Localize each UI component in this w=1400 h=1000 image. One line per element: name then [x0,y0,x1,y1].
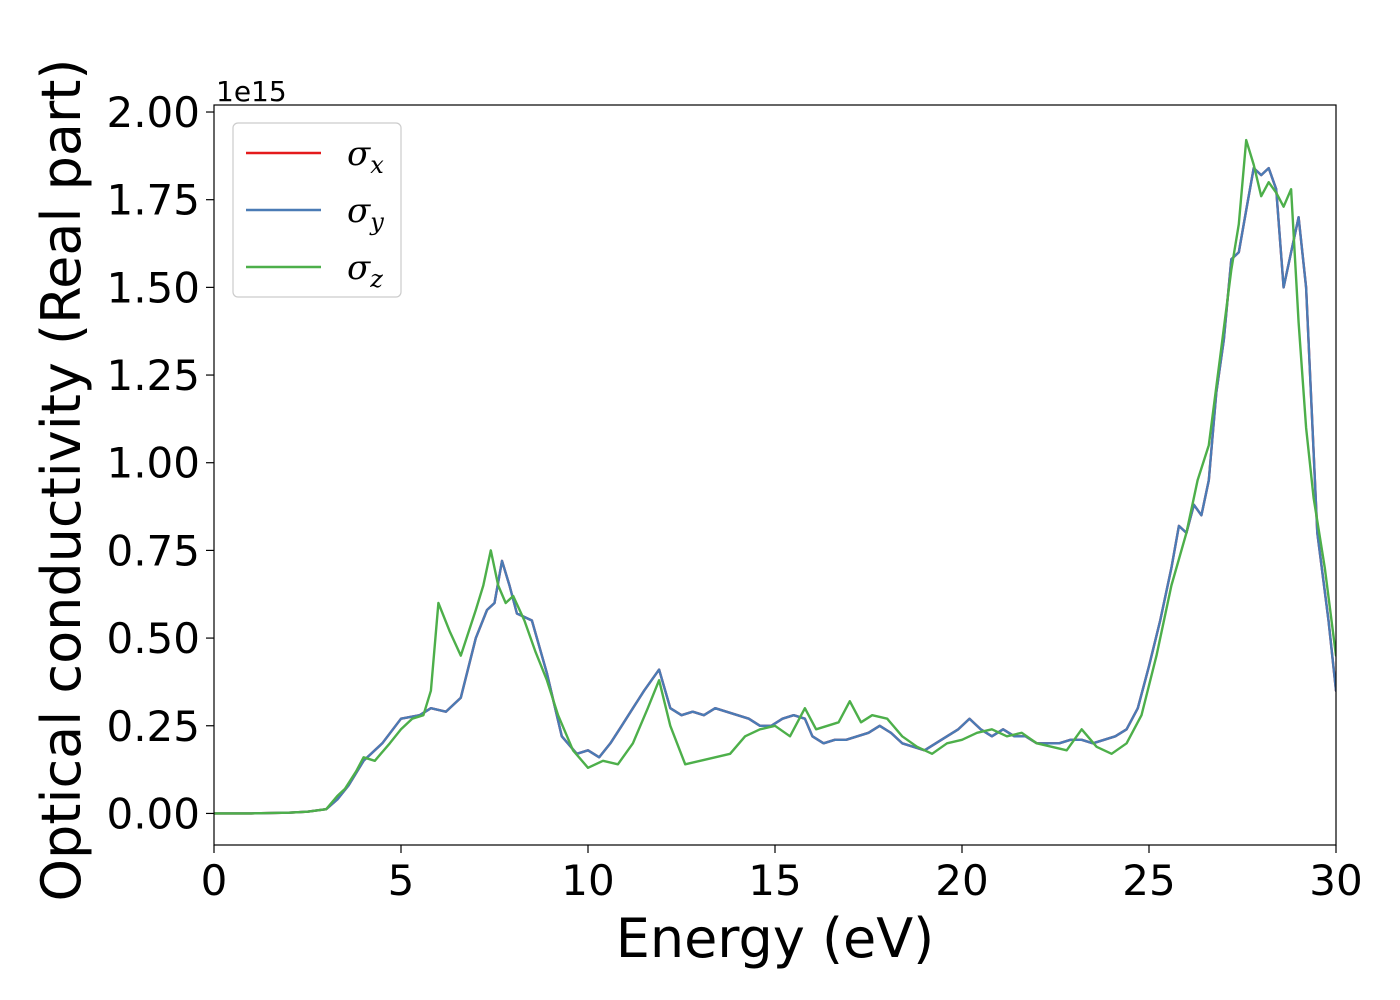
x-tick-label: 10 [561,856,614,905]
y-tick-label: 0.00 [106,789,200,838]
legend: σx σy σz [232,122,402,298]
y-tick-label: 2.00 [106,88,200,137]
x-tick-label: 15 [748,856,801,905]
x-tick-label: 20 [935,856,988,905]
legend-label-z: σz [347,248,383,293]
x-tick-label: 30 [1309,856,1362,905]
series-line-y [214,166,1336,815]
y-tick-label: 0.75 [106,526,200,575]
y-tick-label: 1.00 [106,439,200,488]
series-line-z [214,138,1336,815]
y-offset-label: 1e15 [216,75,287,108]
axes-layer: 0 5 10 15 20 25 30 0.00 0.25 0.50 0.75 1.00 1.25 1.50… [106,88,1362,905]
y-axis-label: Optical conductivity (Real part) [30,59,93,902]
legend-label-x: σx [347,134,384,179]
y-tick-label: 1.50 [106,263,200,312]
x-tick-label: 0 [201,856,228,905]
x-axis-label: Energy (eV) [616,907,935,970]
y-tick-label: 1.25 [106,351,200,400]
x-tick-label: 25 [1122,856,1175,905]
y-tick-label: 0.50 [106,614,200,663]
x-tick-label: 5 [388,856,415,905]
y-tick-label: 0.25 [106,702,200,751]
y-tick-label: 1.75 [106,176,200,225]
series-layer [214,138,1336,815]
legend-label-y: σy [347,191,384,236]
